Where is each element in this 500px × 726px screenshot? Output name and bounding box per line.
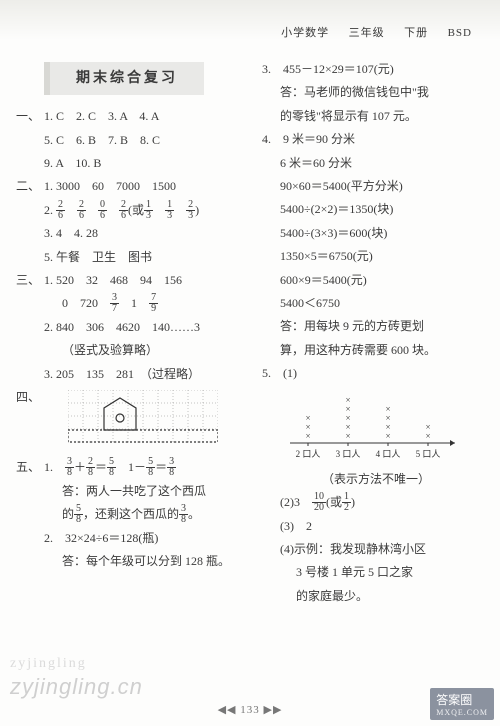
header-grade: 三年级 [349,27,385,39]
watermark-url: zyjingling.cn [10,674,143,700]
svg-text:×: × [385,431,390,441]
svg-text:×: × [345,431,350,441]
svg-text:×: × [345,395,350,405]
right-column: 3. 455－12×29＝107(元) 答：马老师的微信钱包中"我 的零钱"将显… [258,58,500,708]
svg-text:5 口人: 5 口人 [416,449,441,459]
svg-text:×: × [345,413,350,423]
watermark-text: zyjingling [10,656,87,672]
page-number: ◀◀ 133 ▶▶ [0,703,500,716]
section-one-content: 1. C 2. C 3. A 4. A 5. C 6. B 7. B 8. C … [44,105,250,175]
q5-2: (2)3 1020(或12) [262,491,480,514]
svg-text:4 口人: 4 口人 [376,449,401,459]
section-title: 期末综合复习 [44,62,204,95]
section-five: 五、 1. 38＋28＝58 1－58＝38 答：两人一共吃了这个西瓜 的58，… [16,456,250,573]
svg-text:×: × [345,404,350,414]
svg-text:2 口人: 2 口人 [296,449,321,459]
section-one: 一、 1. C 2. C 3. A 4. A 5. C 6. B 7. B 8.… [16,105,250,175]
svg-text:×: × [305,431,310,441]
header-subject: 小学数学 [281,27,329,39]
section-four-label: 四、 [16,386,44,456]
header-volume: 下册 [404,27,428,39]
one-line-3: 9. A 10. B [44,152,250,175]
two-item-2: 2. 26 26 06 26(或13 13 23) [44,199,250,222]
svg-text:×: × [345,422,350,432]
one-line-2: 5. C 6. B 7. B 8. C [44,129,250,152]
section-five-label: 五、 [16,456,44,573]
svg-text:×: × [305,413,310,423]
section-two-content: 1. 3000 60 7000 1500 2. 26 26 06 26(或13 … [44,175,250,269]
page-header: 小学数学 三年级 下册 BSD [281,24,472,40]
page-body: 期末综合复习 一、 1. C 2. C 3. A 4. A 5. C 6. B … [0,58,500,708]
section-two: 二、 1. 3000 60 7000 1500 2. 26 26 06 26(或… [16,175,250,269]
svg-text:×: × [385,422,390,432]
section-two-label: 二、 [16,175,44,269]
header-edition: BSD [448,27,472,39]
svg-text:3 口人: 3 口人 [336,449,361,459]
grid-figure [68,390,218,444]
three-line2: 0 720 37 1 79 [44,292,250,315]
section-three: 三、 1. 520 32 468 94 156 0 720 37 1 79 2.… [16,269,250,386]
section-three-label: 三、 [16,269,44,386]
left-column: 期末综合复习 一、 1. C 2. C 3. A 4. A 5. C 6. B … [0,58,258,708]
section-four: 四、 [16,386,250,456]
section-five-content: 1. 38＋28＝58 1－58＝38 答：两人一共吃了这个西瓜 的58，还剩这… [44,456,250,573]
svg-text:×: × [385,404,390,414]
svg-text:×: × [385,413,390,423]
watermark-badge: 答案圈 MXQE.COM [430,688,494,720]
svg-text:×: × [425,431,430,441]
section-three-content: 1. 520 32 468 94 156 0 720 37 1 79 2. 84… [44,269,250,386]
section-one-label: 一、 [16,105,44,175]
one-line-1: 1. C 2. C 3. A 4. A [44,105,250,128]
dot-plot: 2 口人×××3 口人×××××4 口人××××5 口人×× [280,387,460,459]
svg-text:×: × [305,422,310,432]
five-q1-eq: 1. 38＋28＝58 1－58＝38 [44,456,250,479]
svg-text:×: × [425,422,430,432]
